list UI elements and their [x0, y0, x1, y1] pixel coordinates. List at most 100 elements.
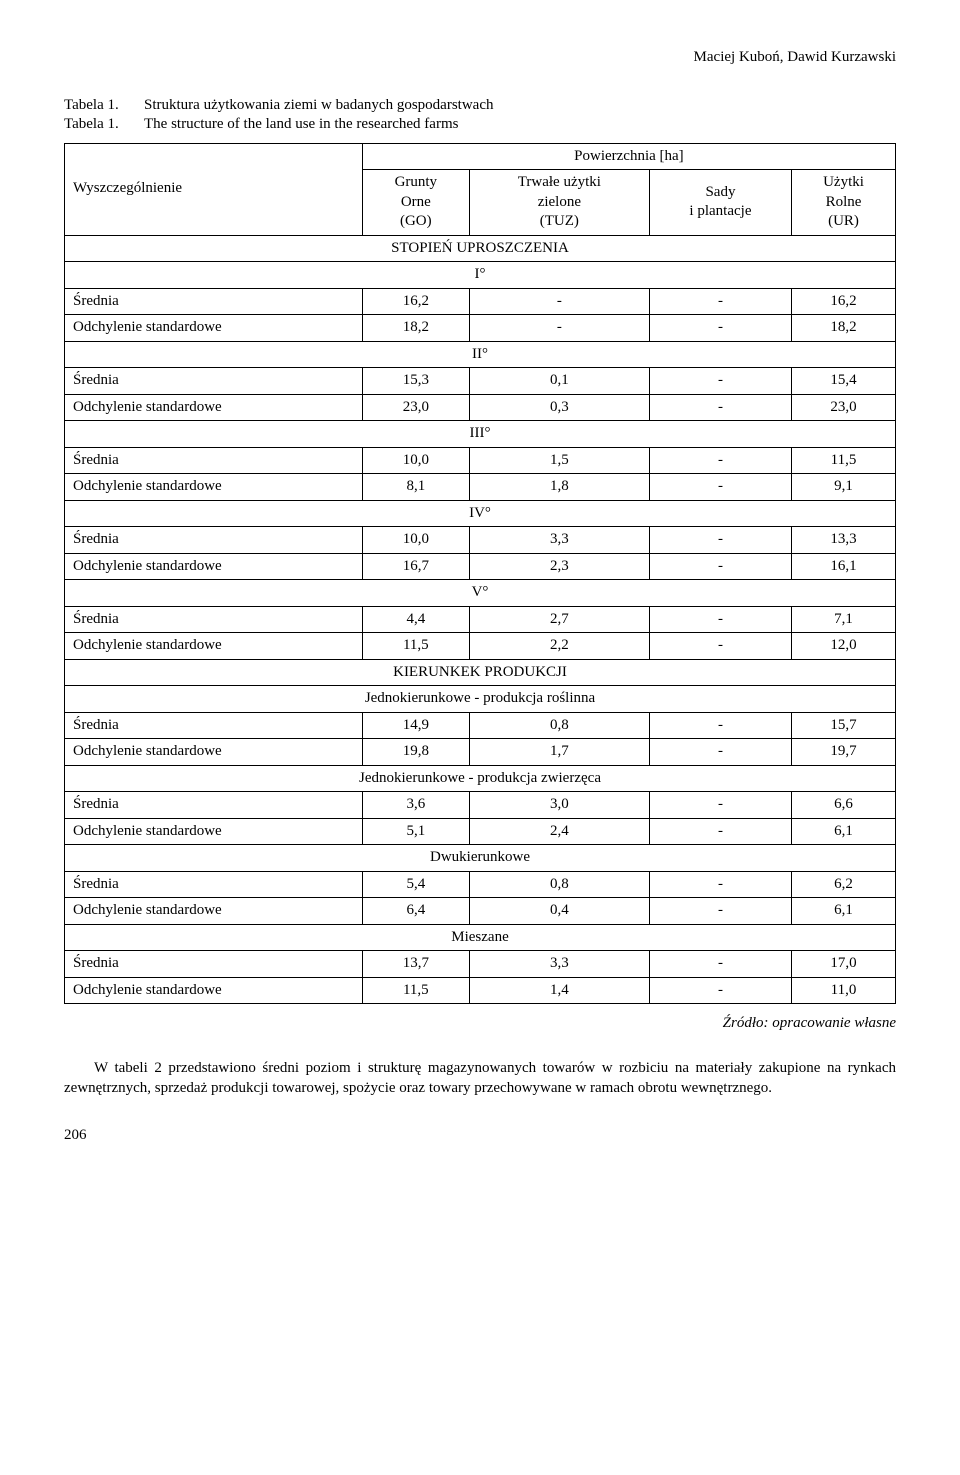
col2-l3: (TUZ) — [540, 213, 579, 229]
cell: - — [649, 606, 791, 633]
caption-text-en: The structure of the land use in the res… — [144, 115, 458, 135]
cell: 2,3 — [469, 553, 649, 580]
cell: - — [649, 368, 791, 395]
cell: - — [649, 447, 791, 474]
table-row: Odchylenie standardowe 11,5 1,4 - 11,0 — [65, 977, 896, 1004]
col4-l3: (UR) — [828, 213, 859, 229]
caption-label-en: Tabela 1. — [64, 115, 144, 135]
cell: 11,5 — [792, 447, 896, 474]
table-row: Średnia 5,4 0,8 - 6,2 — [65, 871, 896, 898]
cell: - — [649, 898, 791, 925]
row-label: Odchylenie standardowe — [65, 977, 363, 1004]
cell: 3,3 — [469, 951, 649, 978]
col1-l2: Orne — [401, 194, 431, 210]
caption-label-pl: Tabela 1. — [64, 96, 144, 116]
cell: 16,7 — [362, 553, 469, 580]
cell: - — [649, 951, 791, 978]
table-row: I° — [65, 262, 896, 289]
degree-1: I° — [65, 262, 896, 289]
col-header-tuz: Trwałe użytki zielone (TUZ) — [469, 170, 649, 236]
cell: 2,7 — [469, 606, 649, 633]
table-row: Jednokierunkowe - produkcja roślinna — [65, 686, 896, 713]
cell: - — [649, 977, 791, 1004]
cell: 13,7 — [362, 951, 469, 978]
row-label: Odchylenie standardowe — [65, 898, 363, 925]
col2-l2: zielone — [538, 194, 581, 210]
table-row: V° — [65, 580, 896, 607]
cell: - — [469, 288, 649, 315]
rowhead-cell: Wyszczególnienie — [65, 143, 363, 235]
table-row: Odchylenie standardowe 11,5 2,2 - 12,0 — [65, 633, 896, 660]
table-row: Średnia 14,9 0,8 - 15,7 — [65, 712, 896, 739]
table-row: Średnia 4,4 2,7 - 7,1 — [65, 606, 896, 633]
col4-l2: Rolne — [826, 194, 862, 210]
cell: 0,8 — [469, 712, 649, 739]
col2-l1: Trwałe użytki — [518, 174, 601, 190]
cell: 18,2 — [792, 315, 896, 342]
table-row: Odchylenie standardowe 5,1 2,4 - 6,1 — [65, 818, 896, 845]
sub-mieszane: Mieszane — [65, 924, 896, 951]
cell: 6,4 — [362, 898, 469, 925]
table-row: Mieszane — [65, 924, 896, 951]
cell: - — [649, 394, 791, 421]
row-label: Średnia — [65, 606, 363, 633]
cell: 5,1 — [362, 818, 469, 845]
table-row: Dwukierunkowe — [65, 845, 896, 872]
cell: - — [649, 792, 791, 819]
cell: 4,4 — [362, 606, 469, 633]
cell: - — [649, 633, 791, 660]
cell: 5,4 — [362, 871, 469, 898]
cell: 2,2 — [469, 633, 649, 660]
cell: 1,4 — [469, 977, 649, 1004]
row-label: Odchylenie standardowe — [65, 818, 363, 845]
cell: 8,1 — [362, 474, 469, 501]
cell: - — [649, 739, 791, 766]
row-label: Średnia — [65, 447, 363, 474]
cell: 15,7 — [792, 712, 896, 739]
col-header-ur: Użytki Rolne (UR) — [792, 170, 896, 236]
cell: 7,1 — [792, 606, 896, 633]
table-row: Odchylenie standardowe 8,1 1,8 - 9,1 — [65, 474, 896, 501]
cell: - — [649, 288, 791, 315]
cell: 6,6 — [792, 792, 896, 819]
sub-roslinna: Jednokierunkowe - produkcja roślinna — [65, 686, 896, 713]
header-authors: Maciej Kuboń, Dawid Kurzawski — [64, 48, 896, 68]
row-label: Odchylenie standardowe — [65, 633, 363, 660]
cell: 6,2 — [792, 871, 896, 898]
cell: 23,0 — [362, 394, 469, 421]
cell: 15,3 — [362, 368, 469, 395]
table-row: III° — [65, 421, 896, 448]
sub-zwierzeca: Jednokierunkowe - produkcja zwierzęca — [65, 765, 896, 792]
row-label: Średnia — [65, 288, 363, 315]
page-number: 206 — [64, 1126, 896, 1146]
table-row: STOPIEŃ UPROSZCZENIA — [65, 235, 896, 262]
degree-4: IV° — [65, 500, 896, 527]
row-label: Odchylenie standardowe — [65, 315, 363, 342]
table-row: Odchylenie standardowe 23,0 0,3 - 23,0 — [65, 394, 896, 421]
cell: 6,1 — [792, 818, 896, 845]
cell: - — [649, 553, 791, 580]
cell: 0,1 — [469, 368, 649, 395]
degree-2: II° — [65, 341, 896, 368]
section-kierunek: KIERUNKEK PRODUKCJI — [65, 659, 896, 686]
table-row: KIERUNKEK PRODUKCJI — [65, 659, 896, 686]
cell: 19,8 — [362, 739, 469, 766]
col-header-sady: Sady i plantacje — [649, 170, 791, 236]
cell: - — [649, 818, 791, 845]
row-label: Odchylenie standardowe — [65, 553, 363, 580]
cell: 16,2 — [362, 288, 469, 315]
col-header-go: Grunty Orne (GO) — [362, 170, 469, 236]
cell: 3,0 — [469, 792, 649, 819]
degree-5: V° — [65, 580, 896, 607]
table-row: Odchylenie standardowe 16,7 2,3 - 16,1 — [65, 553, 896, 580]
cell: 15,4 — [792, 368, 896, 395]
row-label: Średnia — [65, 368, 363, 395]
cell: 2,4 — [469, 818, 649, 845]
row-label: Średnia — [65, 792, 363, 819]
cell: 17,0 — [792, 951, 896, 978]
table-row: Średnia 15,3 0,1 - 15,4 — [65, 368, 896, 395]
table-row: Średnia 10,0 1,5 - 11,5 — [65, 447, 896, 474]
section-stopien: STOPIEŃ UPROSZCZENIA — [65, 235, 896, 262]
cell: 16,2 — [792, 288, 896, 315]
cell: 14,9 — [362, 712, 469, 739]
